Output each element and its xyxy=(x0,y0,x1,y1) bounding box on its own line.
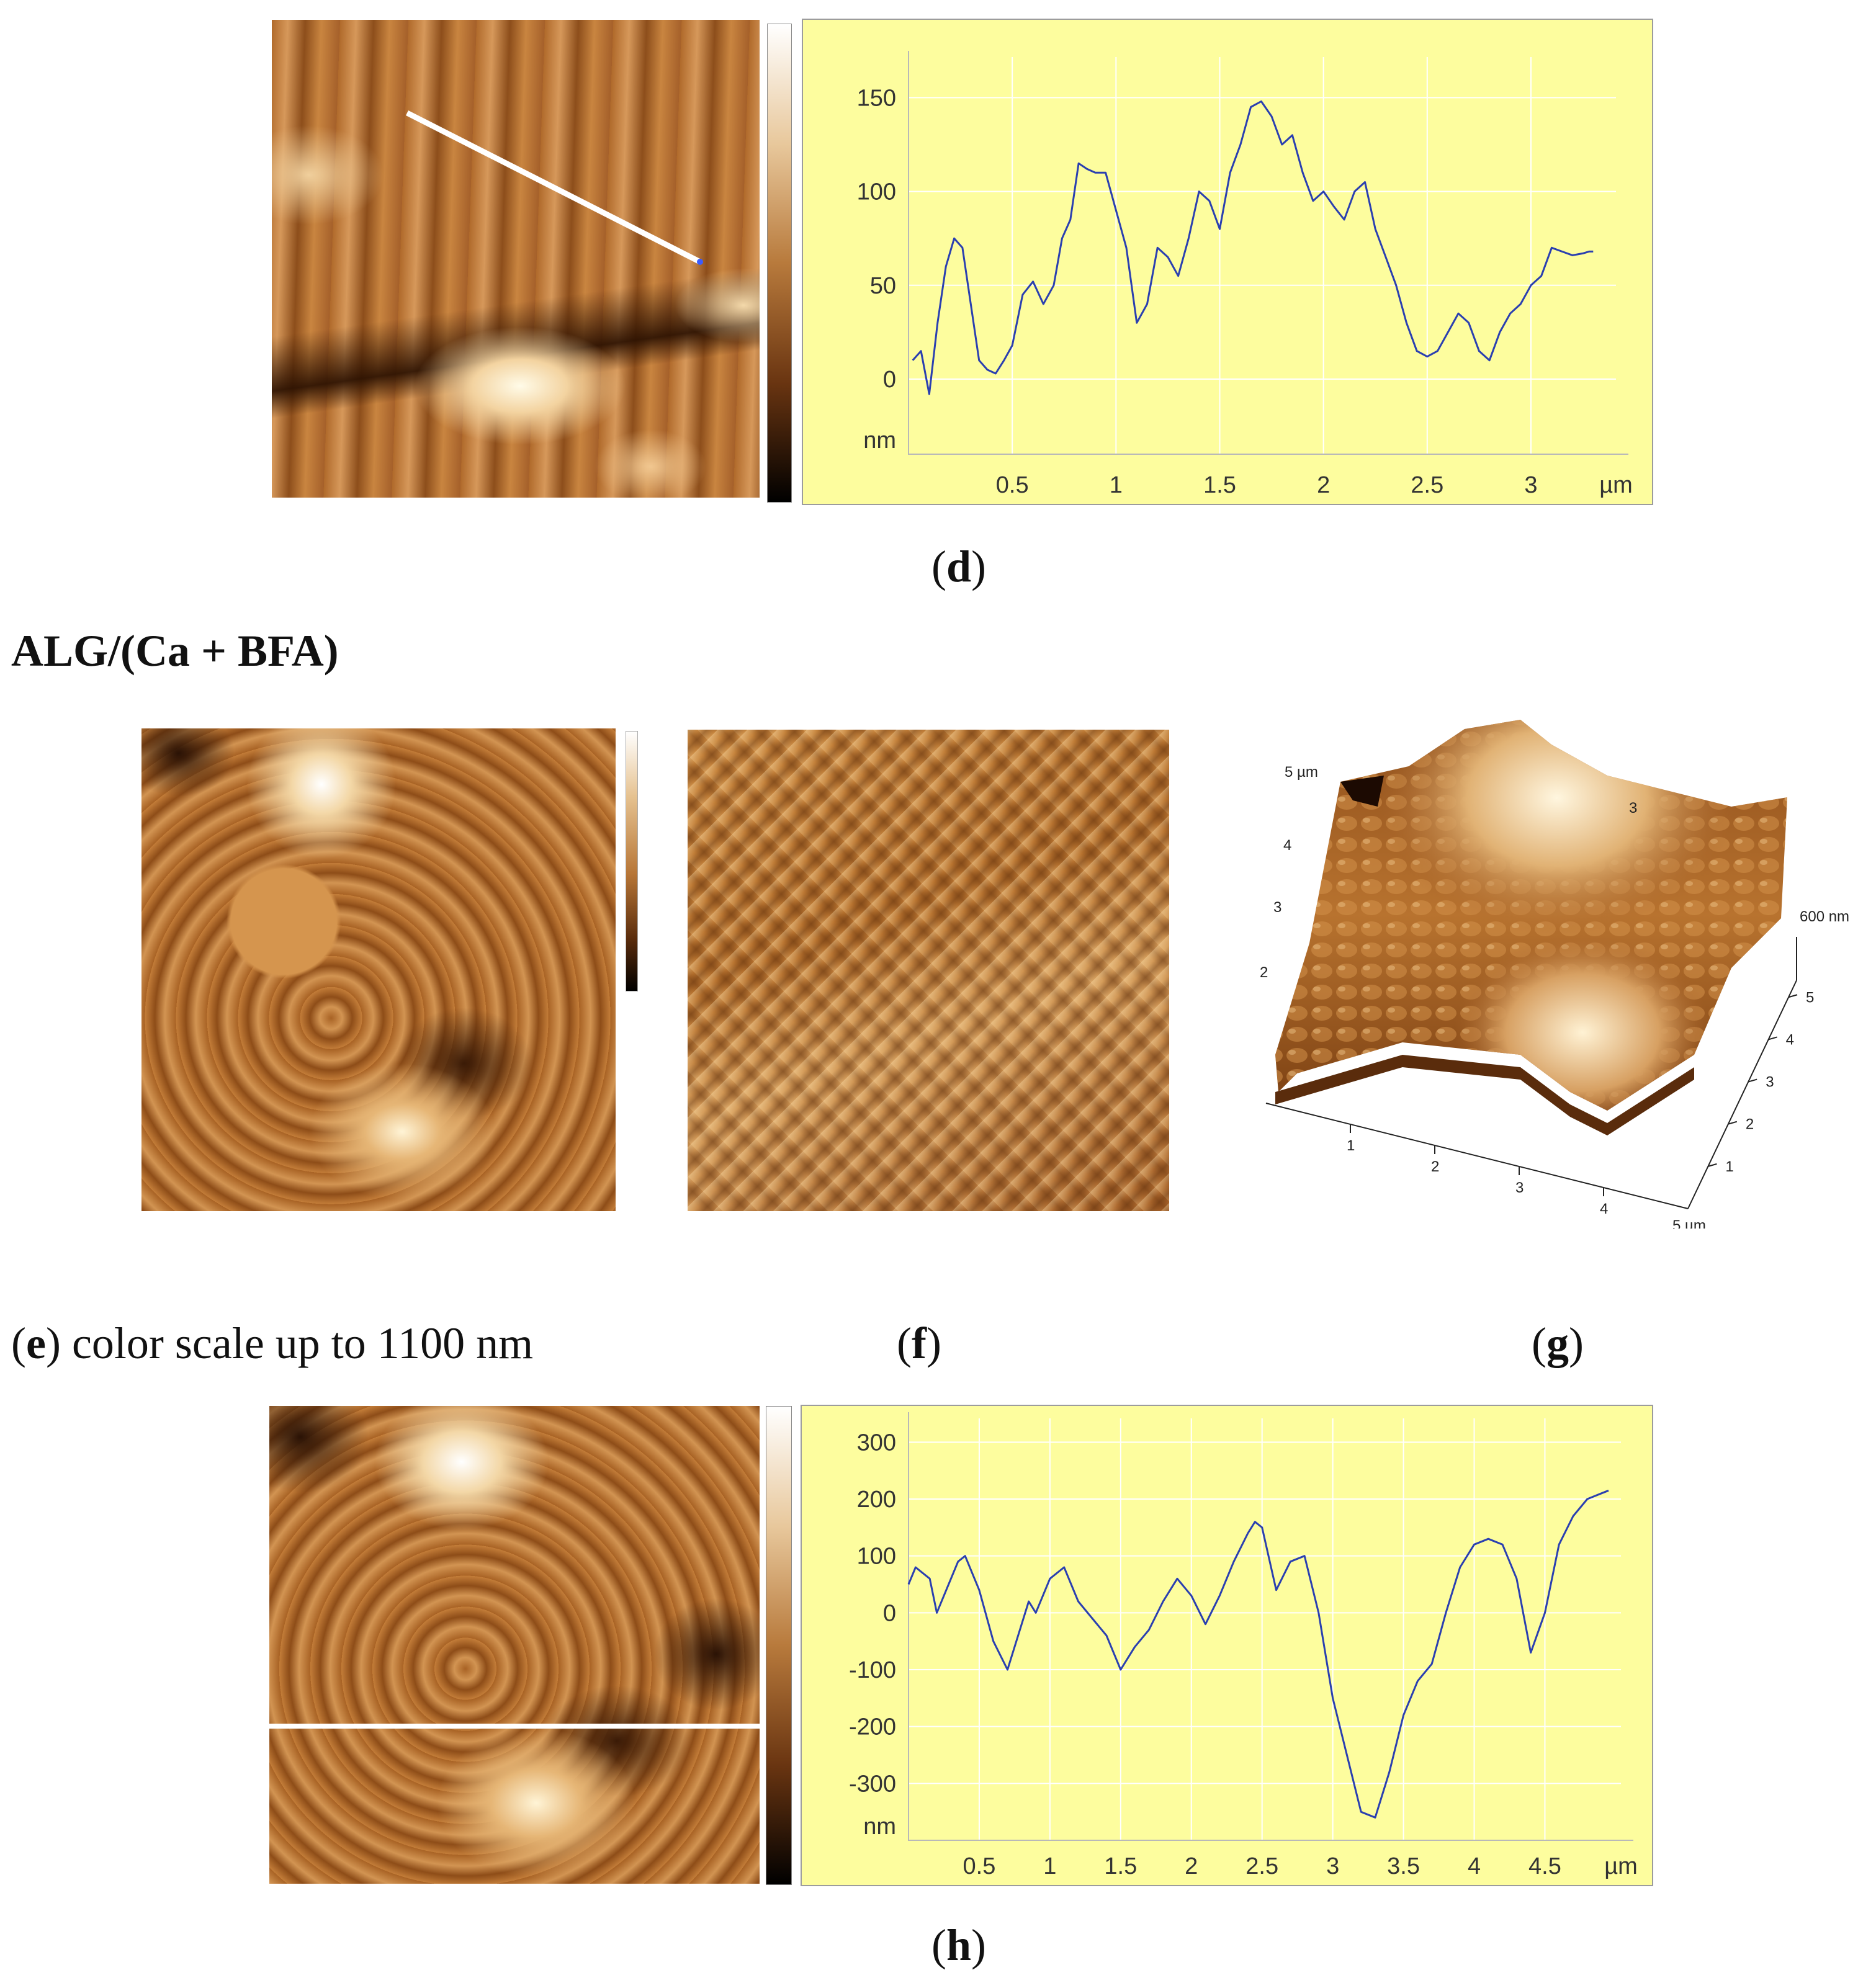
section-title: ALG/(Ca + BFA) xyxy=(11,626,339,676)
x3d-tick-label: 1 xyxy=(1347,1137,1355,1154)
y-tick-label: 100 xyxy=(857,1544,896,1570)
y3d-tick-label: 3 xyxy=(1766,1074,1774,1091)
back-tick-3: 3 xyxy=(1629,800,1637,817)
x-tick-label: 2.5 xyxy=(1245,1853,1278,1879)
x-tick-label: 1 xyxy=(1110,472,1123,498)
profile-series-line xyxy=(912,100,1594,395)
x-tick-label: 4 xyxy=(1468,1853,1481,1879)
y3d-tick-label: 1 xyxy=(1725,1158,1733,1175)
x-tick-label: 3 xyxy=(1326,1853,1339,1879)
y-tick-label: 300 xyxy=(857,1430,896,1456)
y-tick-label: 0 xyxy=(883,1600,896,1626)
y-unit-label: nm xyxy=(863,1814,896,1840)
y-tick-label: -300 xyxy=(849,1771,896,1797)
y-tick-label: 100 xyxy=(857,179,896,205)
x3d-tick-label: 2 xyxy=(1431,1158,1439,1175)
profile-d-svg: 0.5 1 1.5 2 2.5 3 150 100 50 0 µm nm xyxy=(857,51,1633,498)
x-tick-label: 1.5 xyxy=(1203,472,1236,498)
y-tick-label: 150 xyxy=(857,85,896,111)
x-tick-label: 2.5 xyxy=(1411,472,1443,498)
x-tick-label: 1.5 xyxy=(1104,1853,1137,1879)
x-tick-label: 1 xyxy=(1043,1853,1056,1879)
afm-3d-surface-g: 1 2 3 4 1 2 3 4 5 5 µm 600 nm 5 µm 4 3 2 3 xyxy=(1260,707,1876,1234)
axis-frame xyxy=(908,1412,1633,1841)
y3d-tick-label: 2 xyxy=(1746,1116,1754,1133)
color-scale-bar-h xyxy=(766,1406,792,1885)
caption-e: (e) color scale up to 1100 nm xyxy=(11,1318,534,1368)
caption-d: (d) xyxy=(931,542,986,591)
x-tick-label: 3.5 xyxy=(1387,1853,1420,1879)
profile-line-d xyxy=(405,110,702,265)
x-unit-label: µm xyxy=(1604,1853,1638,1879)
y-tick-label: -200 xyxy=(849,1714,896,1740)
left-tick-2: 2 xyxy=(1260,964,1268,981)
y3d-tick-label: 4 xyxy=(1786,1031,1794,1048)
corner-label-5um: 5 µm xyxy=(1285,764,1318,781)
y-tick-label: -100 xyxy=(849,1657,896,1683)
x-tick-label: 0.5 xyxy=(996,472,1029,498)
caption-h: (h) xyxy=(931,1920,986,1970)
axis-frame xyxy=(908,51,1628,455)
caption-g: (g) xyxy=(1532,1318,1584,1368)
x-tick-label: 4.5 xyxy=(1528,1853,1561,1879)
profile-line-h xyxy=(269,1724,760,1729)
color-scale-bar-e xyxy=(626,731,638,992)
y-unit-label: nm xyxy=(863,427,896,454)
height-profile-chart-d: 0.5 1 1.5 2 2.5 3 150 100 50 0 µm nm xyxy=(802,19,1653,505)
afm-height-image-e xyxy=(141,728,616,1211)
y-tick-label: 0 xyxy=(883,367,896,393)
x-axis-end-label: 5 µm xyxy=(1672,1217,1706,1229)
y-tick-label: 50 xyxy=(870,273,896,299)
color-scale-bar-d xyxy=(767,24,792,503)
x-tick-label: 3 xyxy=(1524,472,1537,498)
afm-deflection-image-f xyxy=(688,730,1169,1211)
y-tick-label: 200 xyxy=(857,1487,896,1513)
x-tick-label: 2 xyxy=(1185,1853,1198,1879)
x-unit-label: µm xyxy=(1599,472,1633,498)
x-tick-label: 0.5 xyxy=(963,1853,996,1879)
x-tick-label: 2 xyxy=(1317,472,1330,498)
y3d-tick-label: 5 xyxy=(1806,989,1814,1006)
caption-f: (f) xyxy=(897,1318,941,1368)
x3d-tick-label: 4 xyxy=(1600,1201,1608,1217)
left-tick-4: 4 xyxy=(1283,837,1291,854)
afm-height-image-d xyxy=(272,20,760,498)
afm-height-image-h xyxy=(269,1406,760,1884)
profile-h-svg: 0.5 1 1.5 2 2.5 3 3.5 4 4.5 300 200 100 0 -100 -200 -30… xyxy=(849,1412,1638,1879)
z-axis-label: 600 nm xyxy=(1800,908,1849,925)
x3d-tick-label: 3 xyxy=(1515,1180,1524,1196)
left-tick-3: 3 xyxy=(1273,899,1281,916)
height-profile-chart-h: 0.5 1 1.5 2 2.5 3 3.5 4 4.5 300 200 100 0 -100 -200 -30… xyxy=(801,1405,1653,1886)
profile-series-line xyxy=(907,1489,1609,1819)
